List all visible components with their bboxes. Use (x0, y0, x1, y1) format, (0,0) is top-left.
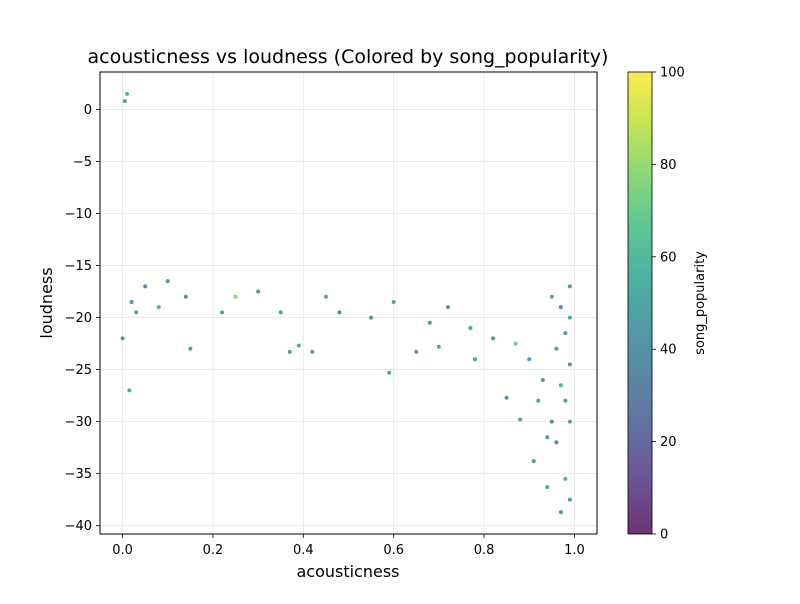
data-point (540, 378, 545, 382)
data-point (414, 349, 419, 354)
colorbar-tick-label: 40 (660, 343, 677, 358)
data-point (531, 459, 536, 464)
data-point (558, 510, 563, 515)
y-axis-label: loudness (37, 267, 56, 338)
data-point (549, 294, 554, 299)
data-point (491, 336, 496, 341)
data-point (545, 485, 550, 490)
y-tick-label: −25 (65, 363, 92, 378)
data-point (387, 370, 392, 375)
colorbar-label: song_popularity (693, 251, 708, 355)
x-axis-label: acousticness (296, 562, 399, 581)
data-point (122, 99, 127, 104)
y-tick-label: −15 (65, 259, 92, 274)
y-tick-label: −35 (65, 467, 92, 482)
data-point (219, 310, 224, 315)
colorbar-ticks: 0 20 40 60 80 100 (652, 66, 685, 543)
y-axis: 0 −5 −10 −15 −20 −25 −30 −35 −40 (65, 103, 100, 534)
data-point (558, 305, 563, 310)
data-point (143, 284, 148, 289)
x-tick-label: 0.6 (383, 543, 404, 558)
data-point (120, 336, 125, 341)
grid (100, 72, 597, 534)
x-tick-label: 0.8 (474, 543, 495, 558)
data-point (156, 305, 161, 310)
plot-frame (99, 71, 598, 535)
y-tick-label: −20 (65, 311, 92, 326)
data-point (436, 344, 441, 349)
data-point (563, 398, 568, 403)
data-point (554, 440, 559, 445)
data-point (233, 294, 238, 299)
data-point (165, 279, 170, 284)
data-point (129, 299, 134, 304)
data-point (563, 331, 568, 336)
y-tick-label: −30 (65, 415, 92, 430)
data-point (567, 419, 572, 424)
x-axis: 0.0 0.2 0.4 0.6 0.8 1.0 (112, 534, 585, 558)
data-point (323, 294, 328, 299)
x-tick-label: 0.0 (112, 543, 133, 558)
data-point (518, 417, 523, 422)
data-point (310, 349, 315, 354)
data-point (278, 310, 283, 315)
y-tick-label: −5 (73, 155, 92, 170)
data-point (527, 357, 532, 362)
data-point (567, 315, 572, 320)
data-point (536, 398, 541, 403)
data-points (120, 91, 572, 515)
x-tick-label: 1.0 (564, 543, 585, 558)
y-tick-label: −40 (65, 519, 92, 534)
colorbar-tick-label: 20 (660, 435, 677, 450)
y-tick-label: −10 (65, 207, 92, 222)
data-point (134, 310, 139, 315)
data-point (369, 315, 374, 320)
data-point (391, 299, 396, 304)
data-point (468, 325, 473, 330)
data-point (504, 395, 509, 400)
x-tick-label: 0.4 (293, 543, 314, 558)
data-point (554, 346, 559, 351)
colorbar-tick-label: 60 (660, 250, 677, 265)
data-point (256, 289, 261, 294)
data-point (127, 388, 132, 393)
data-point (337, 310, 342, 315)
data-point (567, 284, 572, 289)
data-point (567, 362, 572, 367)
data-point (513, 341, 518, 346)
x-tick-label: 0.2 (203, 543, 224, 558)
data-point (427, 320, 432, 325)
data-point (445, 305, 450, 310)
data-point (183, 294, 188, 299)
chart-title: acousticness vs loudness (Colored by son… (88, 46, 609, 68)
data-point (558, 383, 563, 388)
data-point (567, 497, 572, 502)
colorbar (627, 71, 653, 535)
data-point (188, 346, 193, 351)
data-point (549, 419, 554, 424)
data-point (287, 349, 292, 354)
data-point (125, 91, 130, 96)
data-point (563, 476, 568, 481)
data-point (296, 343, 301, 348)
y-tick-label: 0 (84, 103, 92, 118)
colorbar-tick-label: 100 (660, 66, 685, 81)
data-point (473, 357, 478, 362)
colorbar-tick-label: 0 (660, 528, 668, 543)
colorbar-tick-label: 80 (660, 158, 677, 173)
data-point (545, 435, 550, 440)
